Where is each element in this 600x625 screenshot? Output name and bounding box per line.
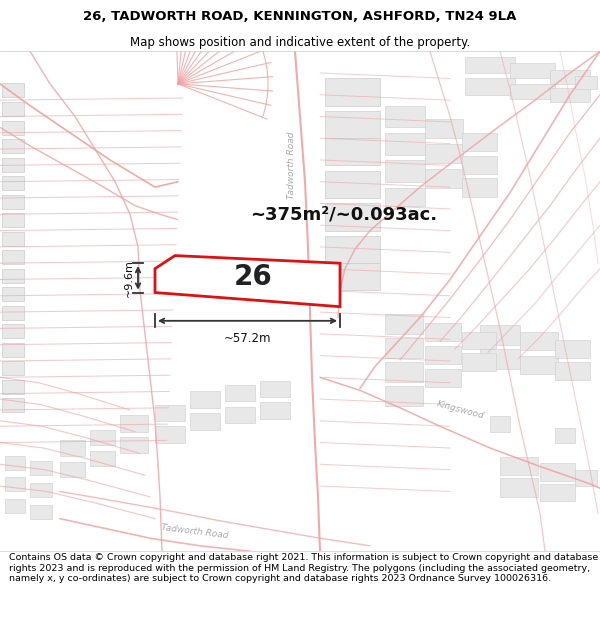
Bar [2,121,24,135]
Bar [190,391,220,408]
Bar [550,88,590,102]
Bar [480,325,520,345]
Bar [465,78,515,95]
Bar [30,461,52,475]
Bar [325,171,380,198]
Bar [500,457,538,475]
Bar [555,341,590,357]
Bar [462,178,497,197]
Text: Contains OS data © Crown copyright and database right 2021. This information is : Contains OS data © Crown copyright and d… [9,554,598,583]
Bar [2,324,24,338]
Bar [90,429,115,445]
Bar [325,263,380,291]
Bar [462,156,497,174]
Bar [2,398,24,412]
Bar [425,169,463,188]
Bar [385,188,425,206]
Bar [385,132,425,154]
Text: Tadworth Road: Tadworth Road [161,523,229,540]
Bar [60,441,85,456]
Bar [385,314,423,334]
Text: ~57.2m: ~57.2m [224,332,271,344]
Bar [510,84,555,99]
Bar [325,203,380,231]
Bar [155,426,185,442]
Bar [510,63,555,78]
Bar [425,144,463,163]
Text: ~9.6m: ~9.6m [124,259,134,297]
Text: Map shows position and indicative extent of the property.: Map shows position and indicative extent… [130,36,470,49]
Bar [2,139,24,153]
Text: ~375m²/~0.093ac.: ~375m²/~0.093ac. [250,205,437,223]
Bar [462,132,497,151]
Bar [325,236,380,263]
Bar [555,362,590,379]
Bar [2,158,24,172]
Polygon shape [155,256,340,307]
Bar [520,332,558,350]
Bar [2,306,24,320]
Bar [550,70,590,84]
Bar [500,478,538,497]
Bar [2,361,24,375]
Bar [225,385,255,401]
Bar [325,78,380,106]
Bar [540,463,575,481]
Bar [30,504,52,519]
Bar [2,287,24,301]
Bar [225,407,255,423]
Bar [2,342,24,357]
Text: Tadworth Road: Tadworth Road [287,132,296,199]
Bar [425,369,461,387]
Bar [325,111,380,138]
Bar [120,437,148,453]
Bar [555,428,575,442]
Bar [190,413,220,429]
Bar [2,176,24,191]
Bar [2,269,24,282]
Bar [5,456,25,470]
Bar [5,478,25,491]
Bar [385,362,423,382]
Bar [425,119,463,138]
Bar [2,250,24,264]
Bar [465,57,515,73]
Bar [462,353,496,371]
Bar [60,462,85,478]
Bar [120,416,148,432]
Bar [575,470,597,486]
Bar [90,451,115,466]
Bar [385,386,423,406]
Bar [385,106,425,127]
Text: Kingswood: Kingswood [435,399,485,421]
Bar [540,484,575,501]
Bar [425,346,461,364]
Bar [425,323,461,341]
Bar [2,213,24,228]
Bar [385,338,423,357]
Bar [2,82,24,97]
Bar [260,381,290,397]
Bar [2,102,24,116]
Bar [5,499,25,513]
Bar [325,138,380,166]
Bar [575,76,597,89]
Bar [2,195,24,209]
Bar [385,160,425,182]
Bar [155,404,185,421]
Bar [490,416,510,432]
Bar [462,332,496,349]
Bar [2,232,24,246]
Text: 26: 26 [233,263,272,291]
Bar [260,402,290,419]
Bar [520,356,558,374]
Bar [2,379,24,394]
Bar [480,349,520,369]
Bar [30,482,52,497]
Text: 26, TADWORTH ROAD, KENNINGTON, ASHFORD, TN24 9LA: 26, TADWORTH ROAD, KENNINGTON, ASHFORD, … [83,10,517,23]
